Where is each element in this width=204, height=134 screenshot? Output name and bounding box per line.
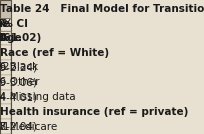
Text: .06: .06 — [0, 33, 11, 43]
Text: Missing data: Missing data — [0, 92, 76, 102]
FancyBboxPatch shape — [0, 0, 11, 18]
Text: 95% CI: 95% CI — [0, 19, 28, 29]
FancyBboxPatch shape — [0, 45, 11, 60]
Text: Age: Age — [0, 33, 23, 43]
Text: P value: P value — [0, 19, 11, 29]
Text: 1.56: 1.56 — [0, 77, 7, 87]
Text: (1.07-2.04): (1.07-2.04) — [0, 122, 37, 132]
Text: .0001: .0001 — [0, 122, 11, 132]
Text: 1.56: 1.56 — [0, 62, 7, 72]
Text: Medicare: Medicare — [0, 122, 57, 132]
Text: Table 24   Final Model for Transition to Chronic LBP at 6 Mo: Table 24 Final Model for Transition to C… — [0, 4, 204, 14]
Text: (1.00-1.02): (1.00-1.02) — [0, 33, 41, 43]
FancyBboxPatch shape — [0, 75, 11, 90]
Text: 2.04: 2.04 — [0, 92, 7, 102]
Text: Other: Other — [0, 77, 40, 87]
FancyBboxPatch shape — [0, 119, 11, 134]
FancyBboxPatch shape — [0, 31, 11, 45]
FancyBboxPatch shape — [0, 104, 11, 119]
Text: OR: OR — [0, 19, 7, 29]
Text: (1.09-2.24): (1.09-2.24) — [0, 62, 38, 72]
FancyBboxPatch shape — [0, 18, 11, 31]
FancyBboxPatch shape — [0, 90, 11, 104]
Text: (1.04-4.01): (1.04-4.01) — [0, 92, 37, 102]
FancyBboxPatch shape — [0, 60, 11, 75]
Text: 1.01: 1.01 — [0, 33, 7, 43]
Text: (0.79-3.06): (0.79-3.06) — [0, 77, 37, 87]
Text: .02: .02 — [0, 62, 11, 72]
Text: Race (ref = White): Race (ref = White) — [0, 48, 109, 58]
Text: 1.48: 1.48 — [0, 122, 7, 132]
Text: Black: Black — [0, 62, 38, 72]
Text: Health insurance (ref = private): Health insurance (ref = private) — [0, 107, 188, 117]
